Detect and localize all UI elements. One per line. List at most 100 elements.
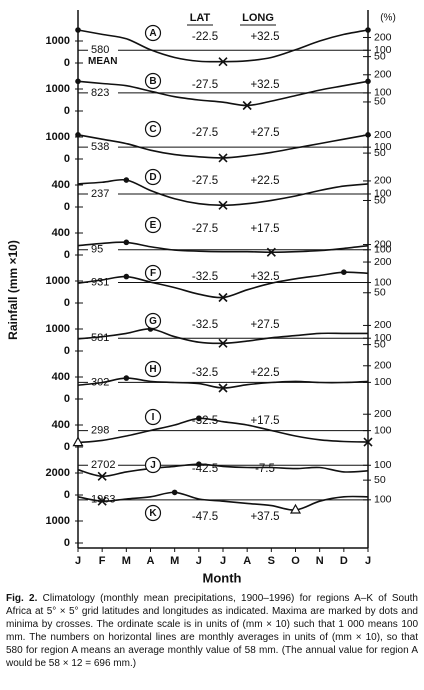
y-tick-label: 1000 [46,83,70,95]
region-circle [144,264,162,282]
y-tick-label: 0 [64,249,70,261]
mean-label: 581 [91,332,109,344]
mean-label-bg [88,141,118,154]
latitude: -27.5 [192,223,218,235]
region-label: K [149,508,157,519]
minimum-cross [218,153,228,163]
y2-tick-label: 100 [374,459,392,471]
latitude: -27.5 [192,175,218,187]
rainfall-curve [77,178,369,207]
longitude: +27.5 [250,127,279,139]
y2-tick-label: 100 [374,494,392,506]
y2-tick-label: 100 [374,188,392,200]
y2-tick-label: 100 [374,376,392,388]
minimum-cross [266,247,276,257]
y2-tick-label: 200 [374,31,392,43]
y-tick-label: 400 [52,179,70,191]
maximum-dot [75,27,81,33]
y2-tick-label: 100 [374,87,392,99]
y2-tick-label: 200 [374,360,392,372]
region-circle [144,168,162,186]
y2-tick-label: 50 [374,474,386,486]
chart: Rainfall (mm ×10) Month (%) J F M A M J J A S O N D… [6,10,396,585]
y2-tick-label: 50 [374,50,386,62]
region-label: I [152,412,155,423]
y-tick-label: 400 [52,227,70,239]
region-label: G [149,316,157,327]
caption-text: Climatology (monthly mean precipitations… [6,593,418,669]
longitude: +32.5 [250,31,279,43]
y2-tick-label: 200 [374,319,392,331]
y2-tick-label: 100 [374,244,392,256]
y-axis-label: Rainfall (mm ×10) [6,240,20,340]
y2-tick-label: 100 [374,332,392,344]
minimum-cross [97,496,107,506]
y2-tick-label: 200 [374,175,392,187]
maximum-dot [123,239,130,246]
y-tick-label: 0 [64,201,70,213]
minimum-cross [363,437,373,447]
region-circle [144,408,162,426]
y-tick-label: 1000 [46,323,70,335]
region-label: B [149,76,156,87]
y-tick-label: 400 [52,371,70,383]
x-tick-label: J [220,555,226,567]
y-tick-label: 1000 [46,275,70,287]
maximum-dot [365,27,371,33]
y-tick-label: 0 [64,537,70,549]
longitude: +32.5 [250,271,279,283]
y-tick-label: 0 [64,489,70,501]
minimum-cross [218,200,228,210]
x-axis-label: Month [203,570,242,585]
latitude: -22.5 [192,31,218,43]
mean-label-bg [88,187,118,200]
y-tick-label: 0 [64,57,70,69]
caption: Fig. 2. Climatology (monthly mean precip… [6,592,418,670]
minimum-cross [218,383,228,393]
y2-tick-label: 200 [374,238,392,250]
x-tick-label: N [316,555,324,567]
rainfall-curve [77,491,369,511]
mean-label: 298 [91,425,109,437]
x-tick-label: J [196,555,202,567]
x-tick-label: A [243,555,251,567]
rainfall-curve [77,134,369,159]
y2-tick-label: 50 [374,96,386,108]
y2-tick-label: 100 [374,141,392,153]
region-circle [144,360,162,378]
y-tick-label: 0 [64,105,70,117]
caption-label: Fig. 2. [6,593,38,604]
minimum-cross [218,292,228,303]
region-label: F [150,268,156,279]
region-label: D [149,172,156,183]
region-circle [144,120,162,138]
region-circle [144,216,162,234]
latitude: -32.5 [192,415,218,427]
longitude: -7.5 [255,463,275,475]
mean-label-bg [88,243,118,256]
rainfall-curve [77,417,369,444]
latitude: -27.5 [192,79,218,91]
x-tick-label: J [365,555,371,567]
minimum-cross [218,338,228,348]
mean-label-bg [88,459,118,472]
latitude: -32.5 [192,367,218,379]
rainfall-curve [77,463,369,478]
minimum-cross [218,57,228,67]
region-circle [144,312,162,330]
mean-label: 580 [91,44,109,56]
x-tick-label: M [170,555,179,567]
region-label: C [149,124,156,135]
y-tick-label: 0 [64,345,70,357]
mean-label-bg [88,424,118,437]
y2-tick-label: 200 [374,408,392,420]
y-tick-label: 0 [64,297,70,309]
y-tick-label: 400 [52,419,70,431]
y-tick-label: 0 [64,441,70,453]
y2-tick-label: 100 [374,44,392,56]
rainfall-curve [77,328,368,345]
region-circle [144,456,162,474]
mean-label: 823 [91,87,109,99]
maximum-dot [365,78,371,85]
